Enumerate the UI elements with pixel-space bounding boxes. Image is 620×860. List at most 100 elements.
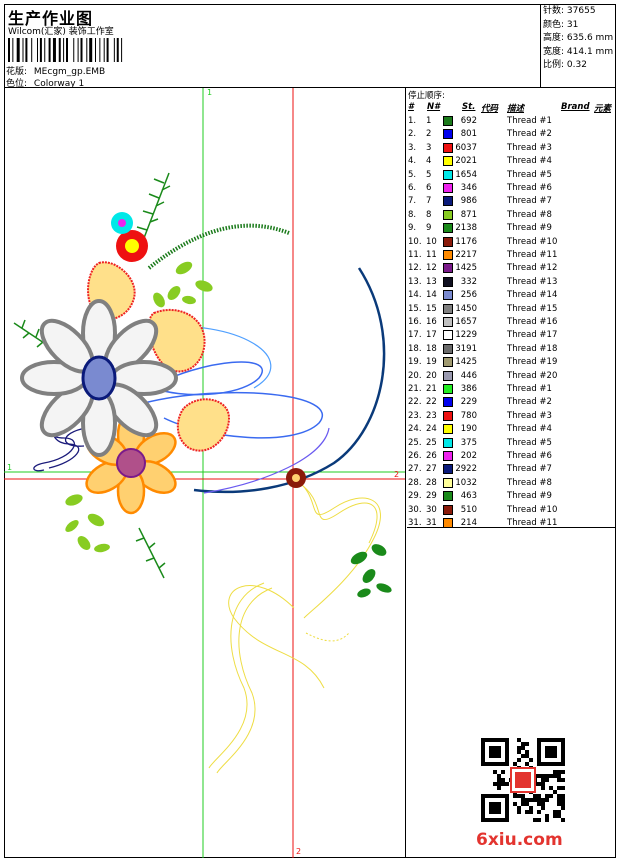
stat-width: 宽度: 414.1 mm [543,46,616,60]
header-info: 生产作业图 Wilcom(汇家) 装饰工作室 花版: MEcgm_gp.EMB … [4,4,541,89]
green-leaves [65,261,213,553]
barcode-bar [12,38,14,62]
col-number: N# [427,102,441,112]
row-stop: 31. [408,518,422,528]
row-description: Thread #1 [507,116,552,126]
thread-row: 28. 28 1032 Thread #8 [407,477,616,490]
color-swatch [443,437,453,448]
color-swatch [443,410,453,421]
row-number: 19 [426,357,437,368]
row-stitches: 1654 [455,169,477,180]
color-swatch [443,464,453,475]
col-element: 元素 [594,104,612,114]
thread-row: 6. 6 346 Thread #6 [407,182,616,195]
row-description: Thread #15 [507,303,558,314]
dark-green-leaves [350,544,392,598]
thread-row: 22. 22 229 Thread #2 [407,396,616,409]
thread-row: 17. 17 1229 Thread #17 [407,329,616,342]
grey-daisy [20,299,178,457]
row-stitches: 1425 [455,357,477,368]
green-arc [147,223,290,270]
row-number: 27 [426,464,437,475]
row-stop: 18. [408,343,422,354]
blue-loop [143,391,323,439]
stat-scale: 比例: 0.32 [543,59,616,73]
barcode-bar [52,38,56,62]
color-swatch [443,196,453,207]
stat-stitches: 针数: 37655 [543,5,616,19]
thread-row: 16. 16 1657 Thread #16 [407,316,616,329]
row-description: Thread #11 [507,250,558,260]
row-stitches: 871 [460,209,477,220]
colorway-name: Colorway 1 [33,79,85,89]
color-swatch [443,276,453,287]
row-number: 14 [426,290,437,301]
barcode-bar [99,38,101,62]
colorway-line: 色位: Colorway 1 [6,76,84,89]
row-description: Thread #5 [507,437,552,448]
row-description: Thread #6 [507,183,552,193]
row-stop: 20. [408,370,422,381]
row-stop: 19. [408,357,422,368]
row-number: 17 [426,330,437,341]
color-swatch [443,451,453,461]
color-swatch [443,116,453,126]
row-stop: 14. [408,290,422,301]
stat-value: 635.6 mm [566,33,614,43]
row-stitches: 2217 [455,250,477,260]
row-number: 7 [426,196,432,207]
stat-height: 高度: 635.6 mm [543,32,616,46]
row-description: Thread #14 [507,290,558,301]
col-code: 代码 [481,104,499,114]
color-swatch [443,384,453,394]
page-title: 生产作业图 [8,9,94,28]
color-swatch [443,129,453,140]
row-number: 9 [426,223,432,234]
barcode-bar [121,38,123,62]
barcode-bar [95,38,96,62]
stat-value: 31 [566,19,579,30]
row-stop: 30. [408,504,422,515]
barcode-bar [63,38,65,62]
row-stitches: 229 [460,397,477,408]
dark-red-flower [286,468,306,488]
row-number: 30 [426,504,437,515]
row-description: Thread #3 [507,410,552,421]
navy-arc [193,267,386,494]
row-stitches: 190 [460,424,477,435]
qr-code [481,738,565,822]
row-description: Thread #20 [507,370,558,381]
row-stitches: 1450 [455,303,477,314]
barcode-bar [116,38,119,62]
row-description: Thread #2 [507,397,552,408]
row-stop: 9. [408,223,417,234]
thread-row: 5. 5 1654 Thread #5 [407,169,616,182]
row-stitches: 256 [460,290,477,301]
row-stitches: 2138 [455,223,477,234]
studio-name: Wilcom(汇家) 装饰工作室 [8,27,114,37]
row-description: Thread #19 [507,357,558,368]
colorway-label: 色位: [6,79,28,89]
row-description: Thread #12 [507,263,558,274]
color-swatch [443,209,453,220]
row-description: Thread #4 [507,424,552,435]
row-stitches: 6037 [455,142,477,153]
row-stop: 21. [408,384,422,394]
stat-value: 414.1 mm [566,46,614,57]
row-stitches: 780 [460,410,477,421]
row-stop: 28. [408,477,422,488]
row-stop: 11. [408,250,422,260]
row-stitches: 2021 [455,156,477,167]
thread-row: 1. 1 692 Thread #1 [407,115,616,128]
thread-row: 4. 4 2021 Thread #4 [407,155,616,168]
color-swatch [443,290,453,301]
barcode-bar [37,38,38,62]
color-swatch [443,236,453,247]
row-description: Thread #7 [507,464,552,475]
row-stitches: 1032 [455,477,477,488]
barcode-bar [77,38,79,62]
row-description: Thread #10 [507,504,558,515]
row-description: Thread #8 [507,477,552,488]
thread-row: 8. 8 871 Thread #8 [407,209,616,222]
color-swatch [443,142,453,153]
